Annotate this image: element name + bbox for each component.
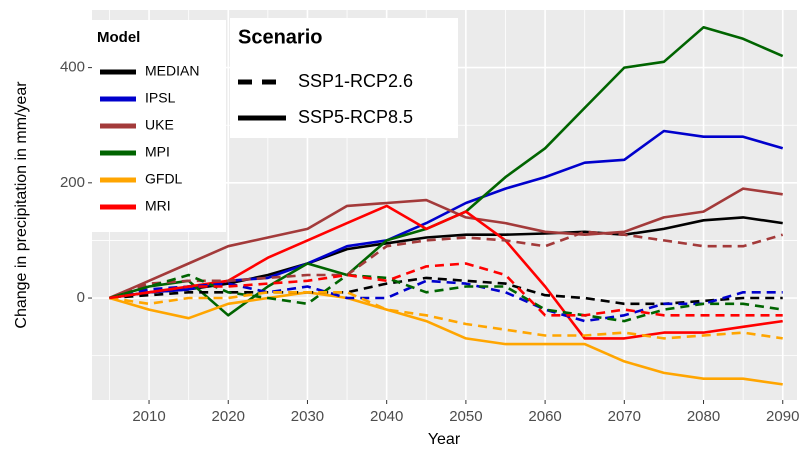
legend-label: MRI [145, 198, 171, 214]
series-line [109, 276, 783, 306]
series-line [109, 262, 783, 317]
model-legend-title: Model [97, 29, 140, 46]
y-tick-label: 400 [60, 59, 85, 76]
x-tick-label: 2010 [132, 408, 165, 425]
legend-label: SSP1-RCP2.6 [298, 71, 413, 91]
y-axis-label: Change in precipitation in mm/year [13, 81, 30, 329]
legend-label: SSP5-RCP8.5 [298, 107, 413, 127]
series-line [108, 230, 784, 300]
y-tick-label: 0 [77, 289, 85, 306]
x-tick-label: 2090 [766, 408, 799, 425]
legend-label: UKE [145, 117, 174, 133]
legend-label: IPSL [145, 90, 176, 106]
x-axis-label: Year [428, 431, 461, 448]
x-tick-label: 2040 [370, 408, 403, 425]
x-tick-label: 2070 [608, 408, 641, 425]
scenario-legend-title: Scenario [238, 26, 322, 48]
series-line [109, 291, 783, 386]
y-tick-label: 200 [60, 174, 85, 191]
series-line [109, 291, 783, 340]
series-line [109, 279, 783, 323]
x-tick-label: 2020 [212, 408, 245, 425]
legend-label: MEDIAN [145, 63, 199, 79]
series-line [109, 273, 783, 323]
x-tick-label: 2080 [687, 408, 720, 425]
series-line [109, 204, 783, 340]
legend-label: MPI [145, 144, 170, 160]
x-tick-label: 2030 [291, 408, 324, 425]
series-line [108, 187, 783, 300]
legend-label: GFDL [145, 171, 183, 187]
x-tick-label: 2060 [528, 408, 561, 425]
x-tick-label: 2050 [449, 408, 482, 425]
